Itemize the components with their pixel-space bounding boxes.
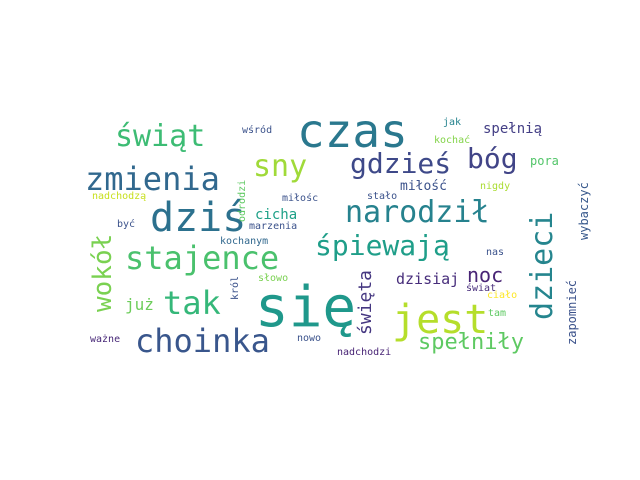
word-31: nigdy [480,181,511,192]
word-16: spełniły [418,330,524,355]
word-30: nadchodzą [92,191,147,202]
word-20: dzisiaj [396,270,460,288]
word-10: sny [253,149,308,184]
word-cloud: się czas dziś jest choinka zmienia tak stajence… [80,104,591,370]
word-1: czas [297,104,408,158]
word-23: pora [530,154,559,168]
word-35: marzenia [249,221,298,232]
word-43: tam [488,308,507,319]
word-42: ciało [487,290,518,301]
word-13: bóg [467,142,518,175]
word-11: świąt [115,119,206,154]
word-25: zapomnieć [565,279,579,345]
word-12: śpiewają [315,229,450,262]
word-26: wybaczyć [577,182,591,240]
word-24: miłość [400,179,447,194]
word-32: miłośc [282,193,319,204]
word-36: być [117,219,136,230]
word-29: kochać [434,135,471,146]
word-7: stajence [125,239,280,277]
word-18: święta [355,269,376,335]
word-19: już [125,295,154,314]
word-0: się [255,275,357,340]
word-41: świat [466,283,497,294]
word-37: kochanym [220,236,269,247]
word-34: odrodzi [237,179,248,222]
word-27: wśród [242,125,273,136]
word-38: nas [486,247,505,258]
word-45: nowo [297,333,322,344]
word-5: zmienia [85,160,220,198]
word-40: król [230,275,241,300]
word-14: dzieci [525,211,560,320]
word-3: jest [392,297,489,343]
word-6: tak [163,284,221,322]
word-22: spełnią [483,121,543,137]
word-4: choinka [135,322,270,360]
word-2: dziś [150,195,247,241]
word-33: stało [367,191,398,202]
word-28: jak [443,117,462,128]
word-8: narodził [345,195,490,230]
word-9: gdzieś [350,147,452,180]
word-17: noc [467,263,504,287]
word-39: słowo [258,273,289,284]
word-46: nadchodzi [337,347,392,358]
word-44: ważne [90,334,121,345]
word-15: wokół [88,233,118,312]
word-21: cicha [255,207,298,223]
